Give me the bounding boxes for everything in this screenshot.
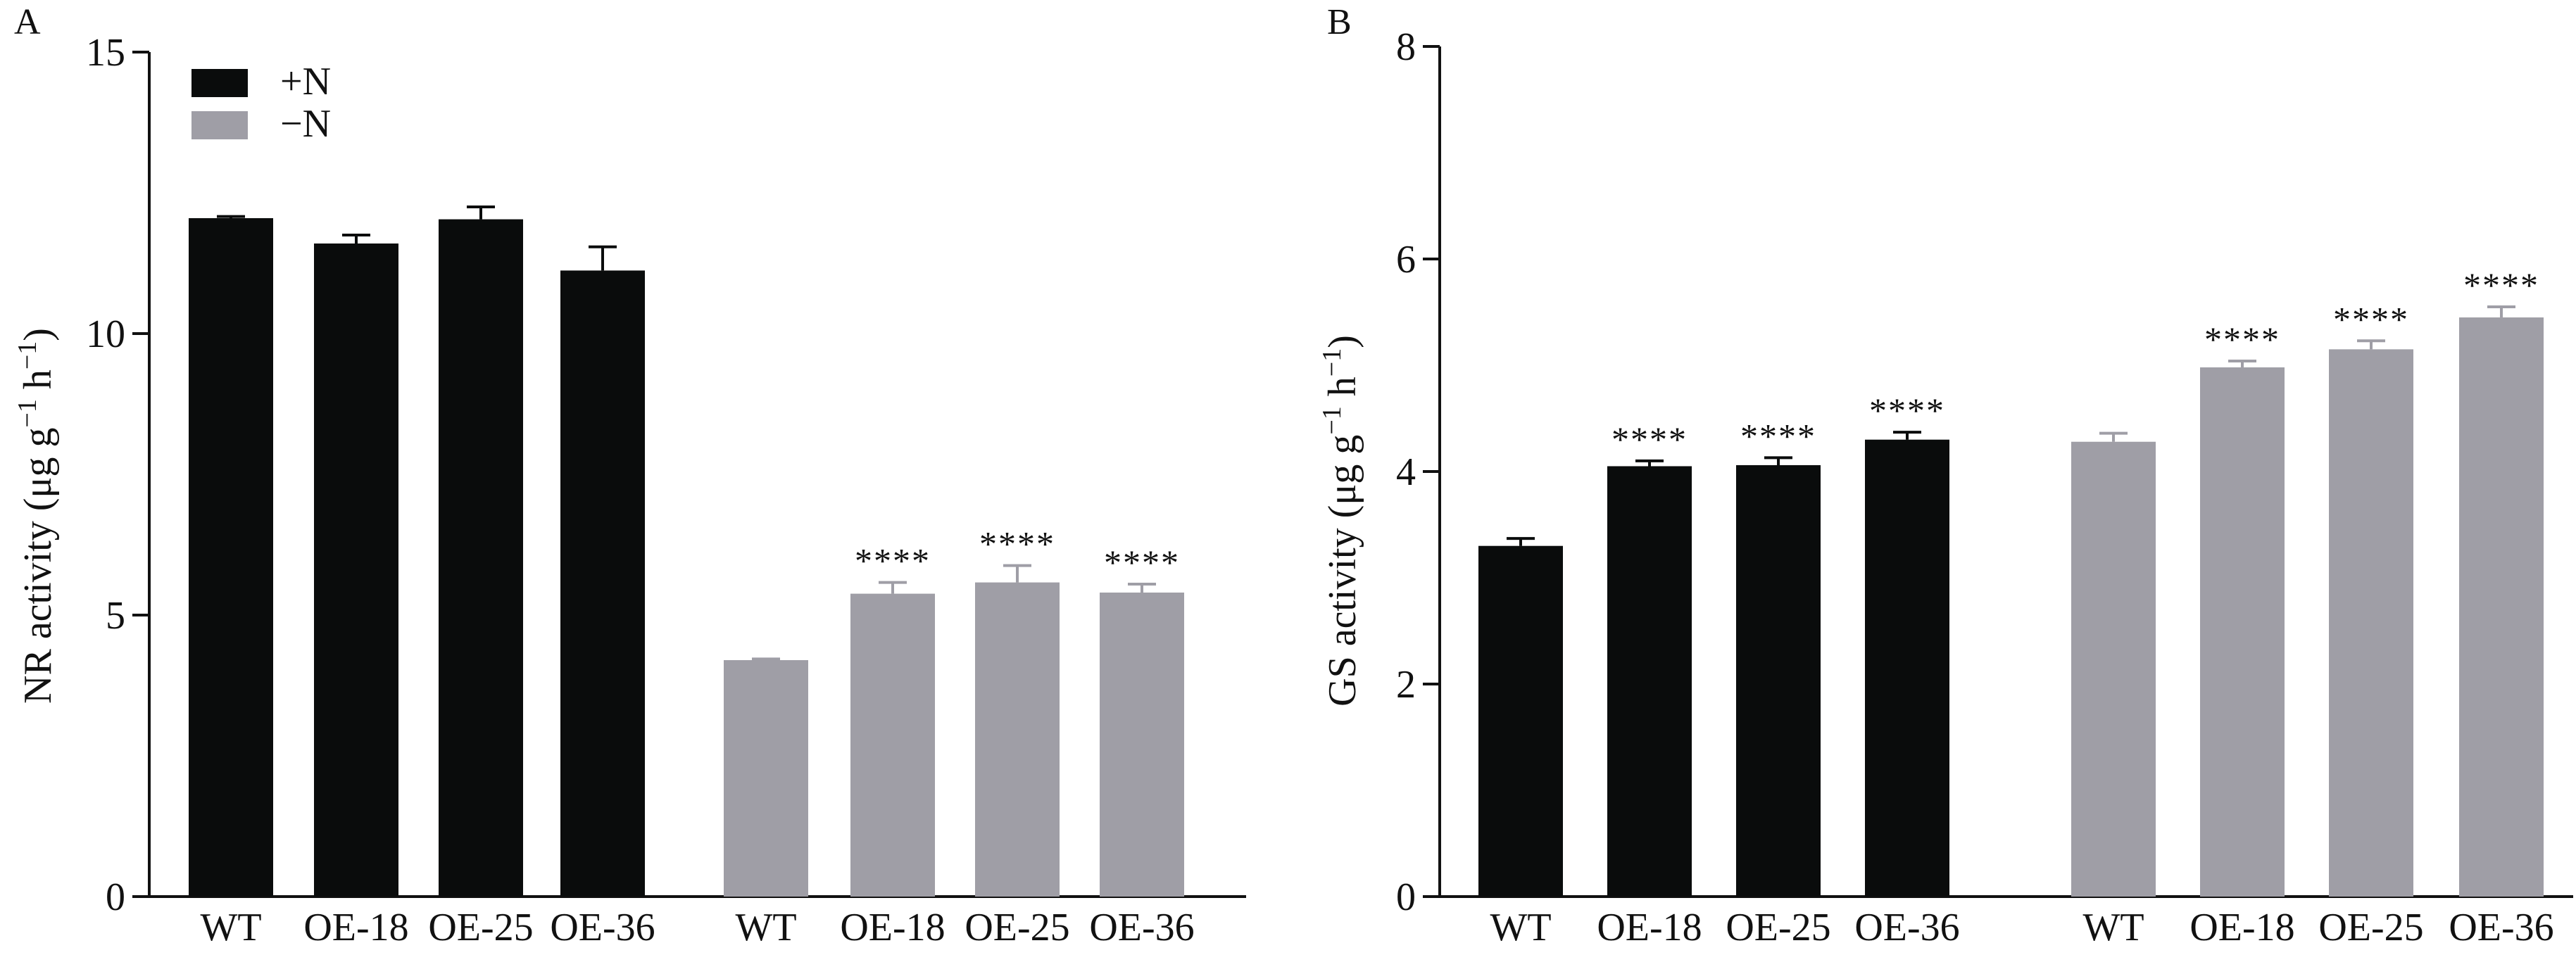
panel-a-significance-label: **** [979, 524, 1055, 564]
panel-b-bar-plus-n-oe-36 [1865, 439, 1949, 897]
panel-b-category-label: WT [1490, 906, 1551, 949]
panel-b-error-bar [2228, 359, 2256, 368]
panel-a-bar-plus-n-oe-18 [314, 244, 398, 897]
panel-b-ylabel-sup1: −1 [1317, 406, 1347, 434]
panel-a-error-bar [342, 234, 370, 244]
panel-b-bar-minus-n-wt [2071, 441, 2156, 897]
panel-a-bar-plus-n-oe-36 [560, 270, 645, 897]
panel-a-significance-label: **** [855, 541, 931, 581]
panel-b-significance-label: **** [1611, 419, 1688, 459]
panel-a-category-label: WT [735, 906, 796, 949]
panel-b-ytick-label: 8 [1396, 25, 1416, 69]
panel-a-error-bar [217, 215, 245, 218]
panel-b-bar-plus-n-wt [1478, 545, 1563, 897]
panel-a-ylabel-end: ) [16, 328, 60, 341]
panel-a-ylabel: NR activity (μg g−1 h−1) [13, 328, 60, 704]
panel-b-ytick-label: 2 [1396, 663, 1416, 707]
panel-a-category-label: OE-36 [550, 906, 655, 949]
panel-a-ylabel-sup1: −1 [13, 399, 42, 427]
panel-b-category-label: OE-25 [2318, 906, 2423, 949]
legend-swatch-plus-n [191, 69, 248, 97]
panel-a-significance-label: **** [1104, 543, 1180, 582]
panel-a-category-label: OE-18 [303, 906, 408, 949]
panel-a-category-label: WT [200, 906, 261, 949]
panel-b-error-bar [2357, 339, 2385, 350]
panel-a-error-bar [1003, 564, 1031, 583]
panel-a-ytick-label: 10 [86, 312, 125, 356]
panel-b-significance-label: **** [2333, 299, 2409, 339]
panel-b-ylabel-mid: h [1321, 377, 1364, 406]
panel-a-category-label: OE-18 [840, 906, 945, 949]
panel-a: A NR activity (μg g−1 h−1) +N −N 051015W… [13, 2, 1246, 949]
panel-a-category-label: OE-25 [428, 906, 533, 949]
panel-b-category-label: OE-36 [2449, 906, 2553, 949]
panel-b-significance-label: **** [1740, 416, 1816, 455]
panel-b-error-bar [2487, 305, 2515, 318]
panel-a-bar-plus-n-wt [189, 218, 273, 897]
panel-a-error-bar [752, 657, 780, 661]
panel-a-error-bar [589, 245, 617, 271]
panel-a-bar-minus-n-wt [724, 660, 808, 897]
panel-b-bar-plus-n-oe-25 [1736, 464, 1821, 897]
panel-b-error-bar [2099, 431, 2128, 442]
panel-b-ylabel-main: GS activity (μg g [1321, 435, 1364, 707]
panel-a-bar-plus-n-oe-25 [439, 219, 523, 897]
panel-b-significance-label: **** [1869, 391, 1945, 430]
panel-b-ylabel-sup2: −1 [1317, 348, 1347, 377]
legend-swatch-minus-n [191, 111, 248, 139]
panel-b-error-bar [1635, 459, 1664, 467]
panel-b-error-bar [1893, 431, 1921, 440]
panel-a-ytick-label: 5 [106, 594, 125, 638]
svg-text:GS activity (μg g−1 h−1): GS activity (μg g−1 h−1) [1317, 335, 1364, 707]
panel-b-letter: B [1327, 2, 1352, 42]
panel-a-ylabel-sup2: −1 [13, 341, 42, 369]
svg-text:NR activity (μg g−1 h−1): NR activity (μg g−1 h−1) [13, 328, 60, 704]
panel-b-bar-plus-n-oe-18 [1607, 466, 1692, 897]
panel-b-bar-minus-n-oe-25 [2329, 349, 2413, 897]
panel-a-category-label: OE-25 [965, 906, 1069, 949]
panel-b-category-label: OE-18 [1597, 906, 1702, 949]
legend-label-plus-n: +N [280, 60, 331, 103]
legend-label-minus-n: −N [280, 102, 331, 146]
panel-a-letter: A [14, 2, 41, 42]
panel-b-category-label: OE-25 [1726, 906, 1830, 949]
panel-b-ylabel-end: ) [1321, 335, 1364, 348]
panel-a-ylabel-mid: h [16, 369, 60, 399]
panel-b-ylabel: GS activity (μg g−1 h−1) [1317, 335, 1364, 707]
panel-b-plot: 0 2 4 6 8 WT **** OE-18 **** OE-25 **** OE-36 WT ****… [1396, 25, 2573, 949]
panel-a-legend: +N −N [191, 60, 331, 146]
panel-a-category-label: OE-36 [1089, 906, 1194, 949]
panel-a-error-bar [467, 205, 495, 220]
panel-a-error-bar [879, 581, 907, 594]
panel-b-error-bar [1764, 456, 1792, 465]
panel-a-ylabel-main: NR activity (μg g [16, 428, 60, 704]
panel-b-significance-label: **** [2463, 265, 2539, 305]
panel-a-bar-minus-n-oe-18 [850, 593, 935, 897]
panel-a-bar-minus-n-oe-25 [975, 582, 1060, 897]
panel-a-error-bar [1128, 583, 1156, 593]
panel-a-ytick-label: 15 [86, 31, 125, 75]
panel-a-bar-minus-n-oe-36 [1100, 593, 1184, 897]
panel-b-bar-minus-n-oe-36 [2459, 317, 2544, 897]
panel-b-ytick-label: 0 [1396, 875, 1416, 919]
panel-b-bar-minus-n-oe-18 [2200, 367, 2285, 897]
panel-a-plot: 0 5 10 15 WT OE-18 OE-25 OE-36 WT **** OE-18 **** OE… [86, 31, 1246, 949]
panel-b-ytick-label: 6 [1396, 238, 1416, 282]
panel-b-category-label: OE-18 [2189, 906, 2294, 949]
panel-b-ytick-label: 4 [1396, 450, 1416, 494]
panel-b-category-label: OE-36 [1854, 906, 1959, 949]
panel-b-significance-label: **** [2204, 320, 2280, 359]
panel-a-ytick-label: 0 [106, 875, 125, 919]
panel-b-error-bar [1507, 537, 1535, 546]
panel-b-category-label: WT [2082, 906, 2144, 949]
panel-b: B GS activity (μg g−1 h−1) 02468WT****OE… [1317, 2, 2573, 949]
